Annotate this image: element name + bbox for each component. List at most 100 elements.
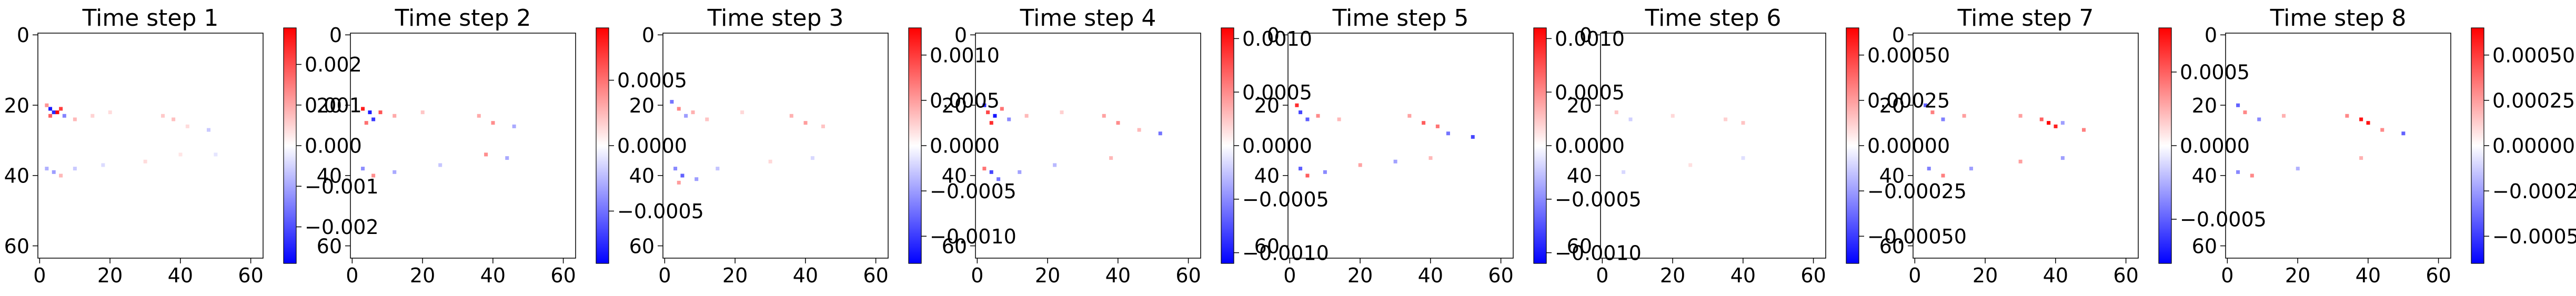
heatmap-cell bbox=[1024, 114, 1029, 118]
heatmap-cell bbox=[477, 114, 481, 118]
heatmap-cell bbox=[670, 100, 674, 104]
heatmap-cell bbox=[505, 156, 509, 160]
heatmap-cell bbox=[178, 152, 183, 157]
y-tick-label: 20 bbox=[942, 94, 967, 117]
y-tick-label: 60 bbox=[1254, 234, 1280, 258]
panel-title: Time step 2 bbox=[395, 5, 531, 32]
colorbar-tick-label: 0.0000 bbox=[2180, 135, 2250, 158]
heatmap-cell bbox=[803, 121, 808, 125]
heatmap-cell bbox=[1299, 167, 1303, 171]
heatmap-cell bbox=[1941, 173, 1945, 178]
x-tick-label: 40 bbox=[1418, 264, 1443, 287]
colorbar-tick-label: −0.0010 bbox=[1242, 241, 1329, 264]
heatmap-cell bbox=[62, 114, 66, 118]
heatmap-cell bbox=[677, 107, 681, 111]
heatmap-cell bbox=[1323, 170, 1327, 174]
colorbar-tick-label: 0.002 bbox=[305, 53, 362, 76]
heatmap-cell bbox=[989, 121, 993, 125]
heatmap-cell bbox=[2296, 167, 2300, 171]
colorbar-tick-label: 0.0005 bbox=[2180, 61, 2250, 84]
x-tick-label: 20 bbox=[97, 264, 123, 287]
y-tick-label: 60 bbox=[317, 234, 342, 258]
heatmap-cell bbox=[986, 110, 990, 115]
colorbar-tick-label: −0.0005 bbox=[1242, 188, 1329, 211]
heatmap-background bbox=[38, 33, 263, 258]
colorbar: −0.00050 −0.00025 0.00000 0.00025 0.00050 bbox=[2471, 27, 2576, 264]
colorbar-tick-label: 0.0000 bbox=[617, 135, 687, 158]
colorbar-tick-label: −0.0005 bbox=[2180, 208, 2267, 231]
heatmap-cell bbox=[438, 163, 442, 167]
y-tick-label: 40 bbox=[942, 165, 967, 188]
colorbar: −0.0005 0.0000 0.0005 bbox=[2158, 27, 2267, 264]
heatmap-background bbox=[663, 33, 888, 258]
colorbar-gradient bbox=[596, 27, 609, 264]
colorbar-gradient bbox=[1846, 27, 1859, 264]
heatmap-cell bbox=[1428, 156, 1433, 160]
heatmap-cell bbox=[484, 152, 488, 157]
heatmap-cell bbox=[73, 167, 77, 171]
heatmap-cell bbox=[1299, 110, 1303, 115]
heatmap-cell bbox=[2047, 121, 2051, 125]
y-tick-label: 60 bbox=[629, 234, 655, 258]
x-tick-label: 20 bbox=[1973, 264, 1998, 287]
heatmap-cell bbox=[512, 124, 516, 128]
axes-frame bbox=[1287, 33, 1514, 259]
heatmap-cell bbox=[2054, 124, 2058, 128]
colorbar-tick-label: −0.002 bbox=[305, 216, 379, 239]
x-tick-label: 40 bbox=[168, 264, 193, 287]
heatmap-cell bbox=[172, 117, 176, 121]
y-tick-label: 60 bbox=[2192, 234, 2217, 258]
y-tick-label: 40 bbox=[2192, 165, 2217, 188]
heatmap-cell bbox=[997, 177, 1001, 181]
y-tick-label: 40 bbox=[317, 165, 342, 188]
colorbar-tick-label: −0.00050 bbox=[1867, 225, 1967, 248]
heatmap-cell bbox=[677, 180, 681, 185]
colorbar-tick-label: −0.00025 bbox=[1867, 180, 1967, 203]
x-tick-label: 40 bbox=[793, 264, 818, 287]
heatmap-cell bbox=[1724, 117, 1728, 121]
heatmap-cell bbox=[1941, 117, 1945, 121]
y-tick-label: 0 bbox=[954, 24, 967, 47]
heatmap-cell bbox=[2359, 156, 2363, 160]
heatmap-cell bbox=[716, 167, 720, 171]
heatmap-cell bbox=[1927, 167, 1931, 171]
y-tick-label: 20 bbox=[317, 94, 342, 117]
heatmap-cell bbox=[1446, 131, 1450, 136]
heatmap-cell bbox=[2250, 173, 2254, 178]
heatmap-cell bbox=[214, 152, 218, 157]
heatmap-cell bbox=[2236, 103, 2240, 107]
colorbar: −0.0010 −0.0005 0.0000 0.0005 0.0010 bbox=[908, 27, 1017, 264]
heatmap-cell bbox=[143, 159, 147, 164]
colorbar-gradient bbox=[1533, 27, 1547, 264]
heatmap-background bbox=[350, 33, 576, 258]
colorbar-gradient bbox=[2158, 27, 2172, 264]
y-tick-label: 0 bbox=[1892, 24, 1905, 47]
colorbar-tick-label: 0.00025 bbox=[2492, 89, 2575, 113]
heatmap-cell bbox=[2380, 128, 2384, 132]
heatmap-cell bbox=[768, 159, 772, 164]
heatmap-cell bbox=[1407, 114, 1412, 118]
heatmap-cell bbox=[695, 177, 699, 181]
y-tick-label: 20 bbox=[4, 94, 29, 117]
colorbar-tick-label: 0.0005 bbox=[1242, 81, 1312, 104]
x-tick-label: 20 bbox=[1347, 264, 1373, 287]
y-tick-label: 40 bbox=[629, 165, 655, 188]
heatmap-cell bbox=[673, 167, 678, 171]
heatmap-cell bbox=[361, 107, 365, 111]
panel-title: Time step 6 bbox=[1645, 5, 1782, 32]
heatmap-cell bbox=[52, 110, 56, 115]
axes-frame bbox=[37, 33, 264, 259]
heatmap-cell bbox=[1116, 121, 1120, 125]
axes-frame bbox=[350, 33, 576, 259]
y-tick-label: 0 bbox=[1267, 24, 1280, 47]
heatmap-cell bbox=[1962, 114, 1966, 118]
heatmap-cell bbox=[1305, 173, 1310, 178]
heatmap-cell bbox=[1741, 121, 1745, 125]
heatmap-cell bbox=[1614, 110, 1618, 115]
colorbar-tick-label: 0.0000 bbox=[930, 135, 1000, 158]
heatmap-cell bbox=[1000, 107, 1004, 111]
